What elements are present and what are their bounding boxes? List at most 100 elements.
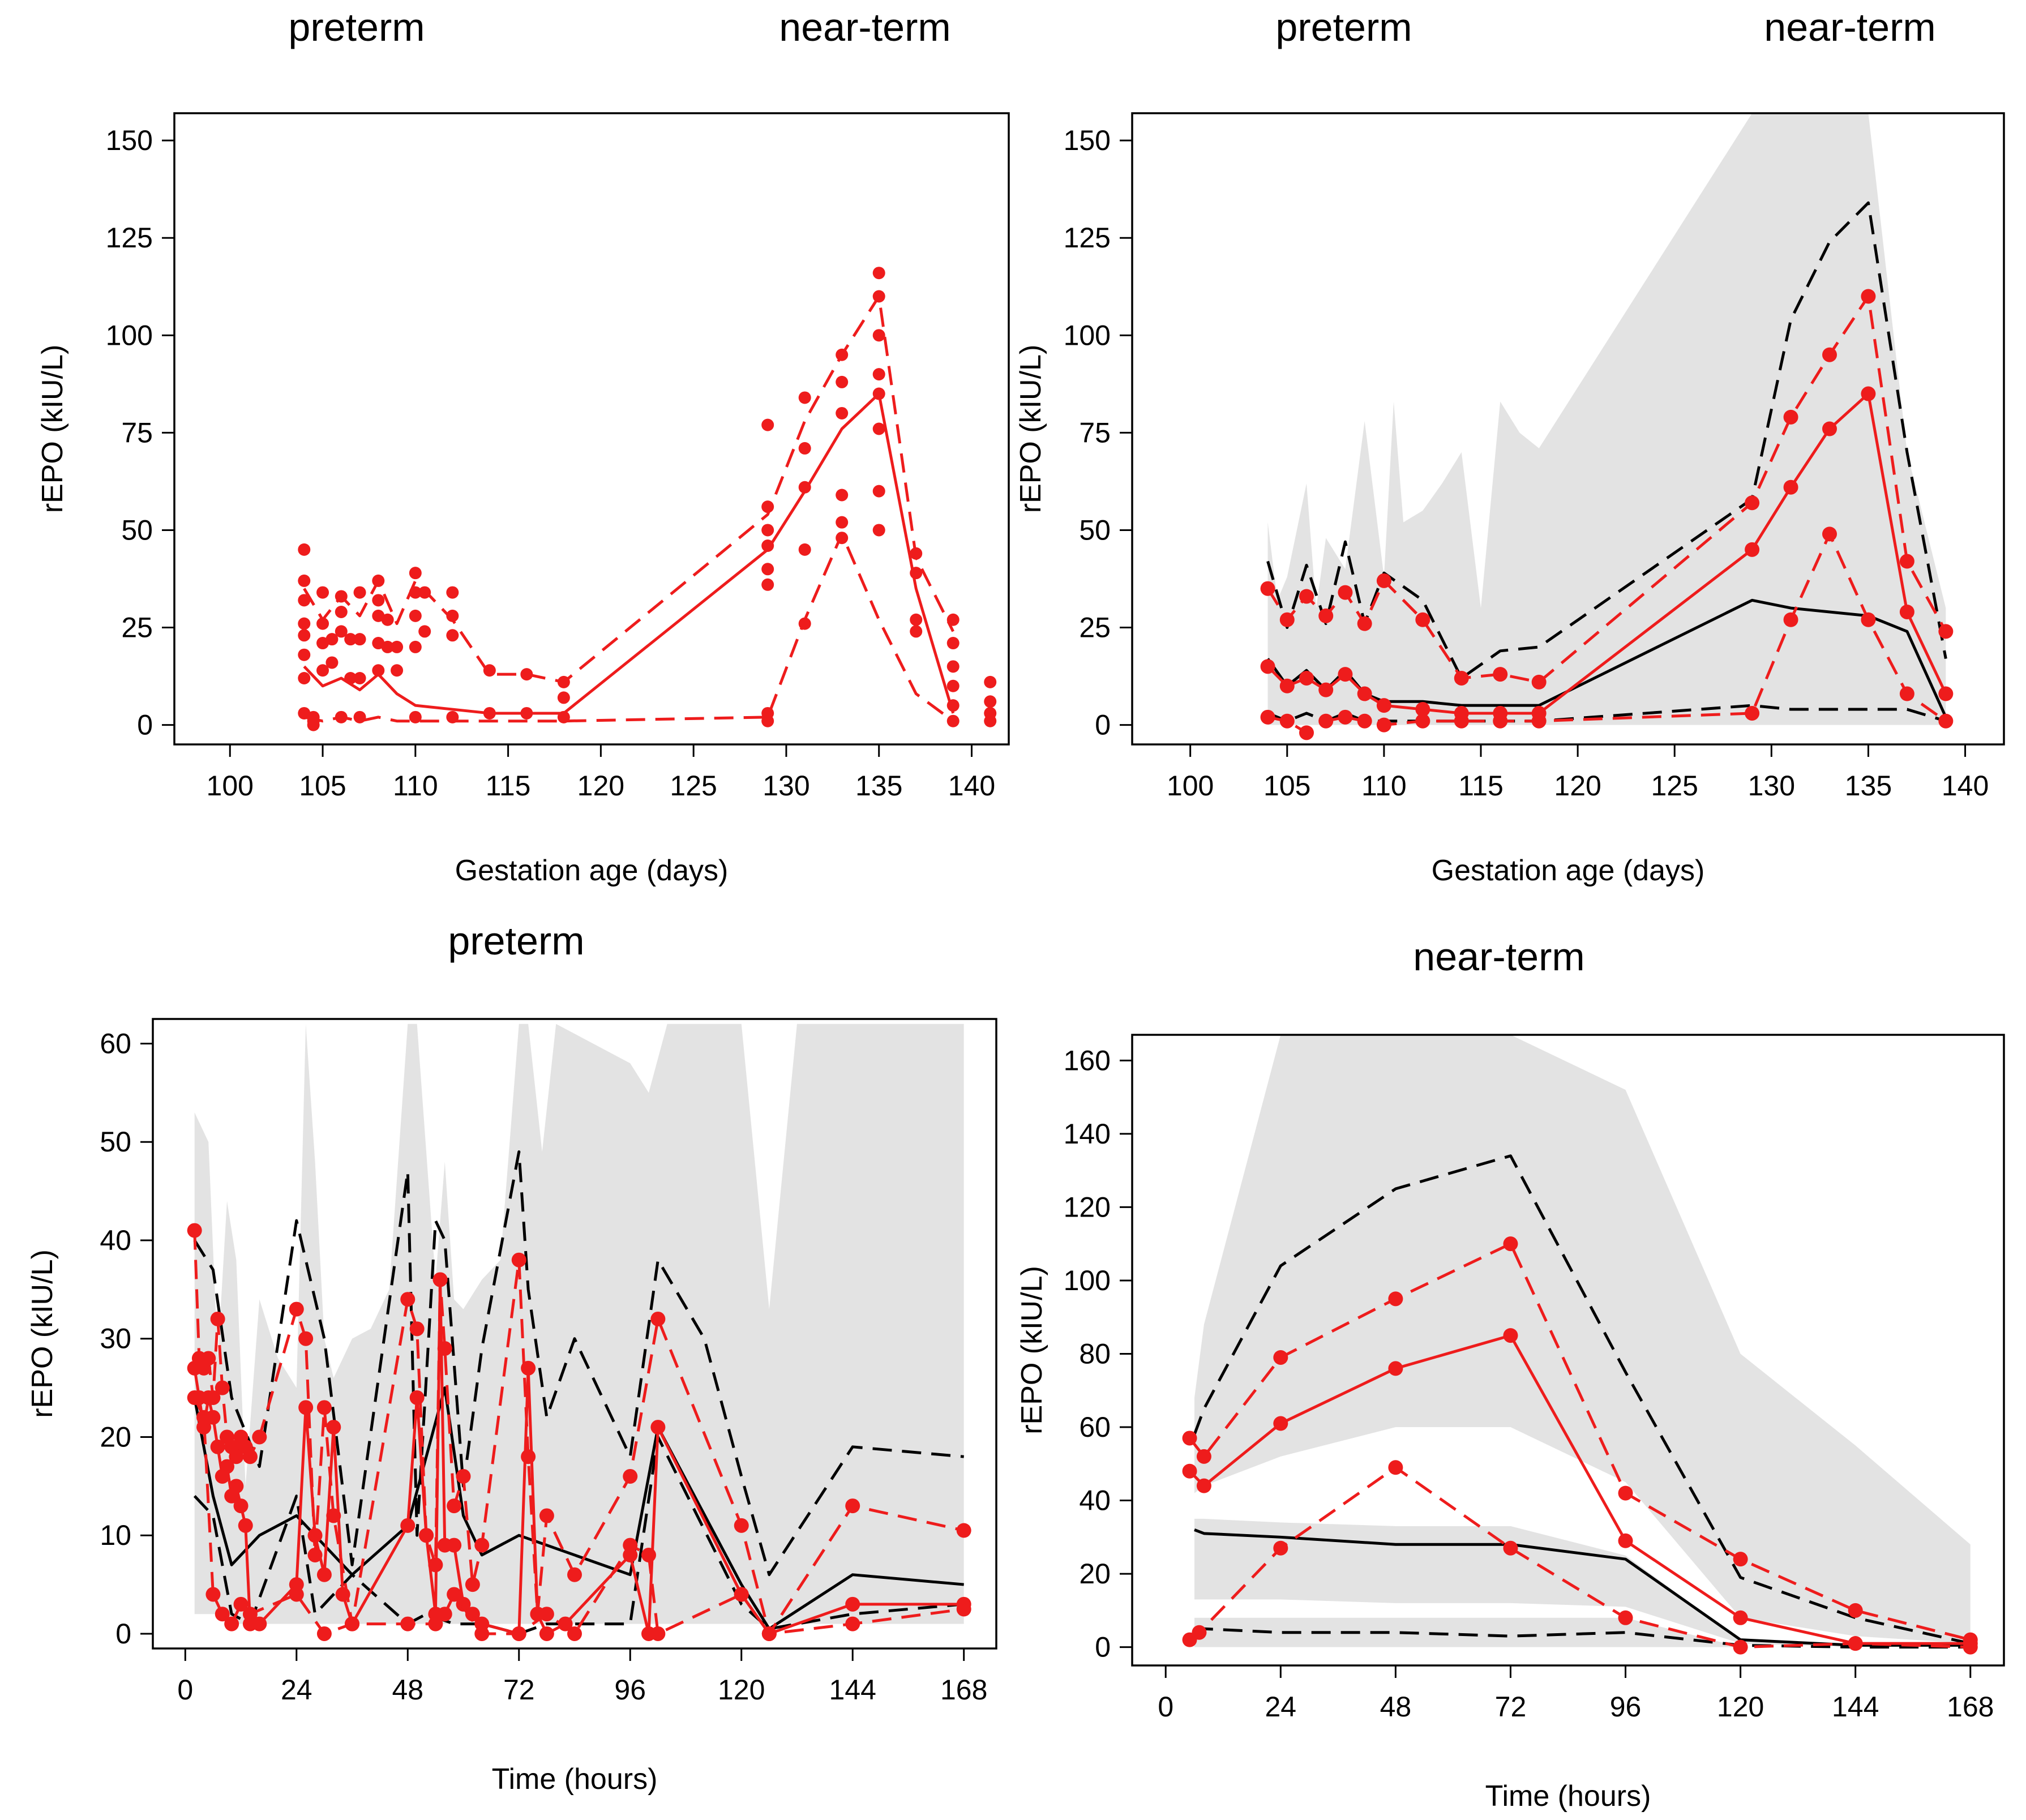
chart-3-series-8-marker-8 xyxy=(1963,1639,1978,1655)
chart-1-series-0-band xyxy=(1267,113,1946,725)
x-axis-label: Gestation age (days) xyxy=(455,854,729,887)
chart-1-series-1-line xyxy=(1266,598,1947,718)
chart-0-series-0-point-38 xyxy=(409,609,422,622)
chart-0-series-0-point-88 xyxy=(946,679,960,692)
chart-2-series-5-marker-26 xyxy=(447,1498,462,1514)
chart-3-series-4-line xyxy=(1193,1154,1971,1645)
chart-0-series-0-point-78 xyxy=(872,422,885,435)
x-tick-label-2: 48 xyxy=(1380,1691,1412,1723)
chart-0-series-0-point-80 xyxy=(872,524,885,537)
x-tick-label-5: 125 xyxy=(1651,770,1698,802)
chart-2-series-5-marker-33 xyxy=(539,1508,554,1523)
chart-2-series-4-marker-10 xyxy=(233,1498,249,1514)
chart-1-series-5-marker-1 xyxy=(1279,612,1295,627)
chart-1-series-6-marker-15 xyxy=(1899,686,1914,701)
chart-2-series-4-marker-35 xyxy=(558,1616,573,1631)
chart-0-series-0-point-4 xyxy=(298,629,311,642)
x-tick-label-4: 120 xyxy=(1554,770,1601,802)
chart-1-series-5-marker-0 xyxy=(1260,581,1275,596)
chart-0-series-0-point-58 xyxy=(761,563,774,576)
chart-1-series-5-marker-2 xyxy=(1299,589,1314,604)
chart-1-series-4-marker-13 xyxy=(1822,421,1837,436)
chart-1-series-5-marker-5 xyxy=(1357,616,1372,631)
plot-frame xyxy=(1131,1034,2005,1667)
x-tick-label-2: 48 xyxy=(392,1674,423,1706)
chart-2-series-6-marker-3 xyxy=(215,1607,230,1622)
chart-1-series-4-marker-14 xyxy=(1861,386,1876,401)
chart-0-series-0-point-1 xyxy=(298,574,311,587)
chart-2-series-5-marker-5 xyxy=(210,1311,225,1326)
plot-frame xyxy=(152,1018,997,1650)
chart-0-series-3-line xyxy=(303,532,954,723)
chart-2-series-6-marker-16 xyxy=(539,1607,554,1622)
chart-3-series-7-line xyxy=(1188,1242,1971,1642)
chart-3-series-5-line xyxy=(1194,1627,1971,1649)
chart-1-series-5-marker-11 xyxy=(1745,495,1760,511)
chart-2-series-4-marker-7 xyxy=(219,1459,234,1474)
chart-0-series-0-point-2 xyxy=(298,594,311,607)
chart-1-series-4-marker-0 xyxy=(1260,659,1275,674)
chart-0-series-0-point-76 xyxy=(872,368,885,381)
chart-2-series-5-marker-22 xyxy=(419,1528,434,1543)
chart-2-series-4-marker-11 xyxy=(238,1518,253,1533)
chart-0-series-0-point-39 xyxy=(409,640,422,653)
chart-0-series-0-point-75 xyxy=(872,329,885,342)
chart-3-series-6-marker-4 xyxy=(1503,1328,1518,1343)
chart-2-series-6-marker-21 xyxy=(734,1587,749,1602)
x-tick-label-7: 168 xyxy=(1947,1691,1994,1723)
chart-3-series-8-marker-6 xyxy=(1733,1639,1748,1655)
chart-2-series-5-marker-3 xyxy=(201,1351,216,1366)
chart-2-series-5-marker-18 xyxy=(326,1508,341,1523)
y-axis-label: rEPO (kIU/L) xyxy=(1014,345,1047,513)
chart-0-series-0-point-10 xyxy=(307,718,320,731)
chart-0-series-0-point-32 xyxy=(381,613,394,626)
chart-0-series-0-point-43 xyxy=(446,586,459,599)
chart-3-series-7-marker-2 xyxy=(1273,1350,1288,1365)
x-tick-label-8: 140 xyxy=(1942,770,1989,802)
chart-2-series-6-marker-5 xyxy=(233,1596,249,1612)
chart-1-series-4-marker-5 xyxy=(1357,686,1372,701)
chart-2-series-6-marker-4 xyxy=(224,1616,239,1631)
chart-0-series-0-point-92 xyxy=(984,695,997,708)
x-tick-label-6: 130 xyxy=(1748,770,1795,802)
chart-0-series-0-point-19 xyxy=(335,625,348,638)
chart-2-series-5-marker-12 xyxy=(242,1449,258,1464)
chart-2-series-6-marker-17 xyxy=(567,1626,582,1641)
y-tick-label-2: 50 xyxy=(1079,514,1111,546)
chart-2-series-5-marker-30 xyxy=(511,1252,526,1267)
chart-2-series-5-marker-16 xyxy=(307,1547,323,1562)
x-tick-label-3: 115 xyxy=(1458,770,1504,802)
plot-frame xyxy=(173,112,1010,746)
chart-0-series-0-point-21 xyxy=(344,633,357,646)
chart-2-series-6-marker-9 xyxy=(345,1616,360,1631)
chart-3-series-2-band xyxy=(1194,1599,1971,1647)
chart-3-series-7-marker-1 xyxy=(1196,1449,1211,1464)
chart-0-series-0-point-70 xyxy=(836,489,849,502)
chart-1-series-5-marker-15 xyxy=(1899,554,1914,569)
chart-2-series-6-marker-14 xyxy=(474,1626,490,1641)
chart-0-series-0-point-14 xyxy=(316,664,329,677)
plot-area xyxy=(187,1024,971,1641)
chart-2-series-6-marker-18 xyxy=(623,1538,638,1553)
chart-0-series-0-point-23 xyxy=(353,586,366,599)
chart-3-series-8-marker-1 xyxy=(1192,1625,1207,1640)
chart-2-series-6-marker-19 xyxy=(641,1547,656,1562)
chart-1-series-6-marker-4 xyxy=(1338,709,1353,725)
chart-1-series-6-marker-9 xyxy=(1493,713,1508,729)
chart-0-series-0-point-61 xyxy=(761,714,774,727)
x-tick-label-1: 105 xyxy=(299,770,346,802)
chart-2-series-6-marker-13 xyxy=(447,1587,462,1602)
y-tick-label-0: 0 xyxy=(1095,1631,1111,1663)
y-tick-label-7: 140 xyxy=(1064,1118,1111,1150)
x-tick-label-4: 96 xyxy=(614,1674,646,1706)
chart-0-series-0-point-16 xyxy=(325,656,339,669)
chart-1-series-5-marker-9 xyxy=(1493,667,1508,682)
chart-2-series-5-marker-37 xyxy=(734,1518,749,1533)
chart-1-series-6-line xyxy=(1267,532,1947,734)
x-tick-label-5: 120 xyxy=(718,1674,765,1706)
chart-2-series-5-marker-15 xyxy=(298,1331,314,1346)
chart-2-series-5-marker-35 xyxy=(623,1468,638,1484)
chart-1-series-4-marker-7 xyxy=(1415,702,1430,717)
x-tick-label-6: 144 xyxy=(1832,1691,1879,1723)
chart-0-series-0-point-71 xyxy=(836,516,849,529)
